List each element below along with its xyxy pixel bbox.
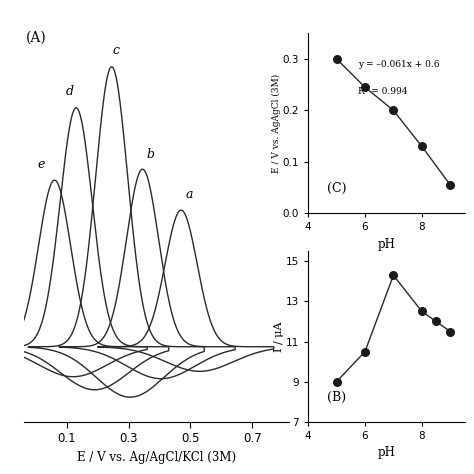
Point [432,318,440,325]
Text: (C): (C) [327,182,346,195]
Text: a: a [185,188,192,201]
Text: b: b [146,148,154,161]
Y-axis label: I / μA: I / μA [274,321,284,352]
X-axis label: E / V vs. Ag/AgCl/KCl (3M): E / V vs. Ag/AgCl/KCl (3M) [77,451,236,464]
Point [418,143,426,150]
Text: (B): (B) [327,392,346,404]
Point [333,55,340,63]
Text: R² = 0.994: R² = 0.994 [358,87,408,96]
Text: e: e [38,157,46,171]
Text: y = –0.061x + 0.6: y = –0.061x + 0.6 [358,60,440,69]
Point [390,272,397,279]
Text: (A): (A) [27,31,47,45]
Point [447,181,454,189]
Point [361,83,369,91]
Text: c: c [112,44,119,57]
X-axis label: pH: pH [377,238,395,251]
Text: d: d [66,85,74,98]
Point [390,107,397,114]
X-axis label: pH: pH [377,447,395,459]
Y-axis label: E / V vs. AgAgCl (3M): E / V vs. AgAgCl (3M) [272,73,281,173]
Point [361,348,369,356]
Point [447,328,454,335]
Point [418,308,426,315]
Point [333,378,340,385]
